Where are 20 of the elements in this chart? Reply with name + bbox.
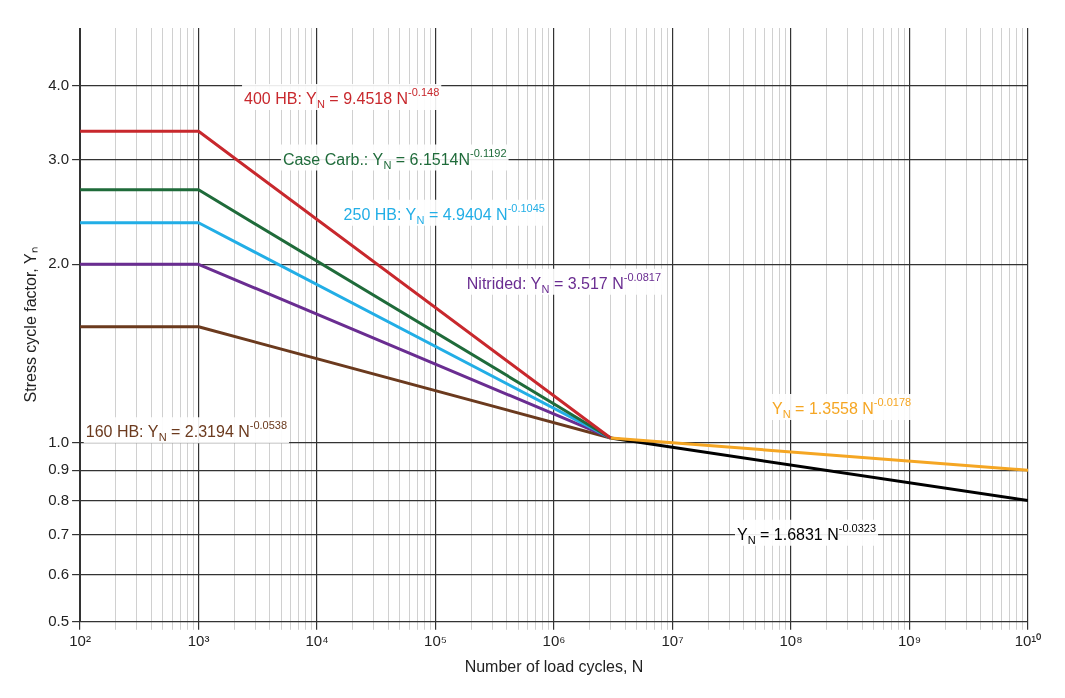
y-tick-label: 4.0 <box>48 75 70 93</box>
x-axis-title: Number of load cycles, N <box>464 657 644 675</box>
y-tick-label: 0.5 <box>48 611 70 629</box>
x-tick-label: 10³ <box>187 631 210 649</box>
y-axis-title: Stress cycle factor, Yₙ <box>22 247 40 403</box>
y-tick-label: 3.0 <box>48 149 70 167</box>
y-tick-label: 0.6 <box>48 564 70 582</box>
y-tick-label: 1.0 <box>48 433 70 451</box>
x-tick-label: 10¹⁰ <box>1014 631 1042 649</box>
y-tick-label: 0.7 <box>48 525 70 543</box>
y-tick-label: 0.9 <box>48 460 70 478</box>
x-tick-label: 10⁶ <box>542 631 566 649</box>
x-tick-label: 10² <box>69 631 91 649</box>
x-tick-label: 10⁷ <box>661 631 684 649</box>
y-tick-label: 0.8 <box>48 490 70 508</box>
x-tick-label: 10⁹ <box>897 631 922 649</box>
x-tick-label: 10⁵ <box>424 631 447 649</box>
x-tick-label: 10⁸ <box>779 631 803 649</box>
y-tick-label: 2.0 <box>48 254 70 272</box>
x-tick-label: 10⁴ <box>305 631 329 649</box>
